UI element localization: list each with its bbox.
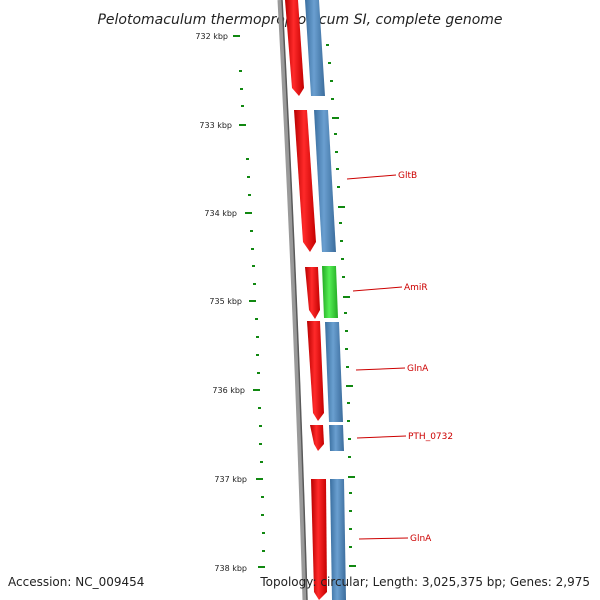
reverse-cds-glna-2[interactable] <box>330 479 346 600</box>
feature-labels: GltB AmiR GlnA PTH_0732 GlnA <box>398 171 453 544</box>
label-line-pth-0732 <box>356 435 407 439</box>
reverse-cds-pth-0732[interactable] <box>329 425 344 451</box>
scale-label-734: 734 kbp <box>204 209 237 218</box>
major-tick-736 <box>253 389 260 391</box>
scale-label-738: 738 kbp <box>214 564 247 573</box>
reverse-feature-track <box>305 0 346 600</box>
gene-label-amir[interactable]: AmiR <box>404 283 428 293</box>
scale-label-733: 733 kbp <box>199 121 232 130</box>
gene-label-gltb[interactable]: GltB <box>398 171 417 181</box>
major-tick-735 <box>249 300 256 302</box>
reverse-cds-glna-1[interactable] <box>325 322 343 422</box>
forward-cds-1[interactable] <box>285 0 304 96</box>
topology-info: Topology: circular; Length: 3,025,375 bp… <box>259 575 590 589</box>
scale-label-732: 732 kbp <box>195 32 228 41</box>
label-line-gltb <box>346 174 397 180</box>
major-tick-732 <box>233 35 240 37</box>
major-tick-734 <box>245 212 252 214</box>
accession-info: Accession: NC_009454 <box>8 575 144 589</box>
gene-label-glna-2[interactable]: GlnA <box>410 534 432 544</box>
genome-title: Pelotomaculum thermopropionicum SI, comp… <box>97 12 502 28</box>
scale-labels: 732 kbp 733 kbp 734 kbp 735 kbp 736 kbp … <box>195 32 247 573</box>
forward-feature-track <box>285 0 327 600</box>
forward-cds-glna-1[interactable] <box>307 321 324 421</box>
forward-cds-glna-2[interactable] <box>311 479 327 600</box>
right-scale-ticks <box>326 44 356 567</box>
reverse-cds-1[interactable] <box>305 0 325 96</box>
forward-cds-pth-0732[interactable] <box>310 425 324 451</box>
gene-label-pth-0732[interactable]: PTH_0732 <box>408 432 453 442</box>
major-tick-733 <box>239 124 246 126</box>
major-tick-737 <box>256 478 263 480</box>
label-line-glna-2 <box>358 537 409 540</box>
feature-label-lines <box>346 174 409 540</box>
left-scale-major-ticks <box>233 35 265 568</box>
scale-label-737: 737 kbp <box>214 475 247 484</box>
scale-label-735: 735 kbp <box>209 297 242 306</box>
scale-label-736: 736 kbp <box>212 386 245 395</box>
reverse-cds-gltb[interactable] <box>314 110 336 252</box>
rna-gene-amir[interactable] <box>322 266 338 318</box>
label-line-glna-1 <box>355 367 406 371</box>
genome-backbone <box>277 0 308 600</box>
left-scale-minor-ticks <box>239 70 265 552</box>
forward-cds-gltb[interactable] <box>294 110 316 252</box>
forward-cds-amir[interactable] <box>305 267 320 319</box>
gene-label-glna-1[interactable]: GlnA <box>407 364 429 374</box>
major-tick-738 <box>258 566 265 568</box>
label-line-amir <box>352 286 403 292</box>
